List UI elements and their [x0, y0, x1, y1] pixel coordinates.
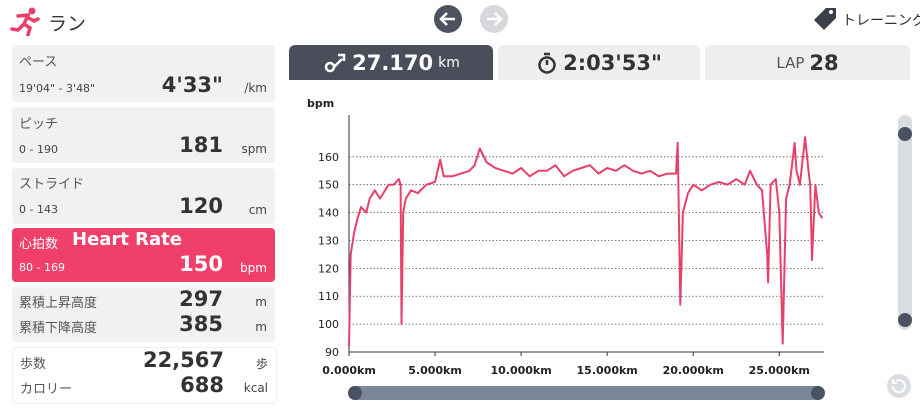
unit: 歩	[255, 357, 268, 371]
zoom-handle[interactable]	[898, 127, 912, 141]
range: 0 - 190	[19, 143, 58, 156]
y-tick-label: 90	[325, 346, 339, 359]
y-axis-label: bpm	[307, 97, 334, 110]
y-tick-label: 150	[318, 179, 339, 192]
value: 120	[179, 194, 223, 218]
lap-tab[interactable]: LAP 28	[705, 45, 910, 80]
label: ストライド	[19, 177, 85, 192]
label: ピッチ	[19, 117, 59, 132]
y-tick-label: 100	[318, 318, 339, 331]
zoom-handle[interactable]	[898, 313, 912, 327]
x-tick-label: 20.000km	[663, 364, 724, 377]
steps-box: 歩数 22,567 歩 カロリー 688 kcal	[12, 347, 277, 404]
pitch-box: ピッチ 0 - 190 181 spm	[12, 107, 275, 163]
distance-unit: km	[438, 54, 460, 71]
x-tick-label: 15.000km	[577, 364, 638, 377]
elevation-box: 累積上昇高度 297 m 累積下降高度 385 m	[12, 287, 275, 342]
value: 297	[179, 287, 223, 311]
reset-button[interactable]	[887, 374, 911, 398]
y-tick-label: 130	[318, 234, 339, 247]
value: 385	[179, 312, 223, 336]
lap-label: LAP	[776, 53, 805, 72]
y-tick-label: 140	[318, 207, 339, 220]
unit: bpm	[240, 261, 267, 275]
unit: m	[255, 320, 267, 334]
unit: /km	[244, 81, 267, 95]
nav-arrows[interactable]	[433, 4, 513, 34]
run-icon	[10, 7, 40, 36]
distance-tab[interactable]: 27.170 km	[289, 45, 493, 80]
range: 0 - 143	[19, 203, 58, 216]
range: 19'04" - 3'48"	[19, 82, 96, 95]
heart-rate-box[interactable]: 心拍数 Heart Rate 80 - 169 150 bpm	[12, 228, 275, 282]
reset-icon	[891, 379, 906, 394]
y-tick-label: 160	[318, 151, 339, 164]
label-en: Heart Rate	[72, 229, 182, 250]
pace-box: ペース 19'04" - 3'48" 4'33" /km	[12, 45, 275, 102]
tag-icon	[814, 8, 836, 30]
page-title: ラン	[48, 13, 87, 35]
value: 22,567	[142, 348, 224, 372]
zoom-slider[interactable]	[898, 115, 912, 330]
value: 150	[179, 252, 223, 276]
training-link[interactable]: トレーニング	[842, 13, 920, 29]
range: 80 - 169	[19, 261, 65, 274]
unit: m	[255, 295, 267, 309]
x-tick-label: 25.000km	[749, 364, 810, 377]
x-tick-label: 0.000km	[322, 364, 376, 377]
label: 歩数	[20, 357, 47, 372]
label: カロリー	[20, 382, 73, 397]
label: 累積上昇高度	[19, 296, 98, 311]
distance: 27.170	[352, 50, 434, 75]
lap: 28	[809, 50, 839, 75]
range-slider[interactable]	[349, 386, 824, 400]
time-tab[interactable]: 2:03'53"	[498, 45, 700, 80]
stride-box: ストライド 0 - 143 120 cm	[12, 168, 275, 224]
slider-handle[interactable]	[811, 386, 825, 400]
route-icon	[324, 53, 346, 72]
label: 累積下降高度	[19, 321, 98, 336]
heart-rate-line	[348, 136, 824, 347]
slider-handle[interactable]	[348, 386, 362, 400]
y-tick-label: 110	[318, 290, 339, 303]
time: 2:03'53"	[563, 50, 662, 75]
value: 181	[179, 133, 223, 157]
x-tick-label: 5.000km	[408, 364, 462, 377]
label: ペース	[19, 55, 58, 70]
y-tick-label: 120	[318, 262, 339, 275]
unit: spm	[241, 142, 267, 156]
x-tick-label: 10.000km	[490, 364, 551, 377]
unit: kcal	[243, 381, 268, 395]
unit: cm	[248, 203, 267, 217]
value: 688	[180, 373, 224, 397]
value: 4'33"	[161, 73, 223, 97]
label: 心拍数	[19, 237, 59, 252]
stopwatch-icon	[538, 52, 556, 74]
